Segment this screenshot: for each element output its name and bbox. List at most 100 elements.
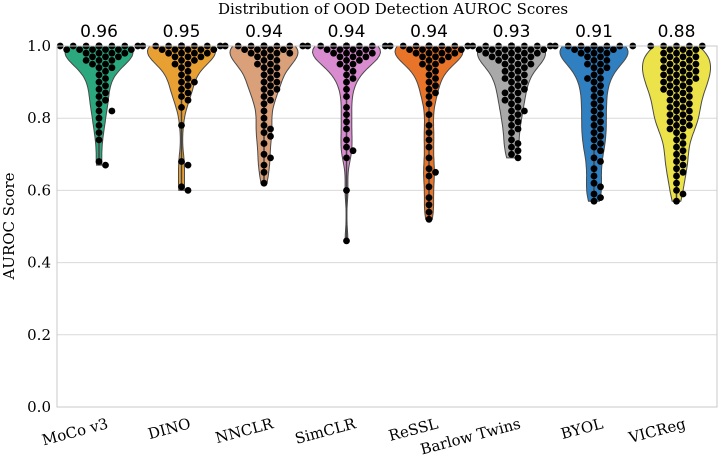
data-point (178, 85, 185, 93)
data-point (425, 172, 433, 180)
data-point (425, 165, 433, 173)
data-point (521, 49, 528, 57)
data-point (343, 143, 350, 151)
data-point (267, 96, 274, 104)
data-point (102, 82, 109, 90)
data-point (445, 46, 452, 53)
data-point (666, 125, 674, 133)
data-point (260, 114, 268, 122)
data-point (241, 46, 249, 53)
data-point (95, 107, 103, 115)
data-point (514, 53, 522, 61)
data-point (102, 46, 109, 53)
data-point (260, 93, 268, 100)
data-point (254, 53, 261, 61)
x-tick-label: VICReg (626, 414, 688, 447)
data-point (673, 197, 680, 205)
mean-labels: 0.96 0.95 0.94 0.94 0.94 0.93 0.91 0.88 (80, 22, 695, 42)
data-point (679, 53, 687, 61)
mean-label: 0.91 (575, 22, 613, 42)
data-point (673, 165, 680, 173)
y-ticks: 0.0 0.2 0.4 0.6 0.8 1.0 (27, 37, 51, 416)
data-point (679, 118, 687, 126)
data-point (508, 57, 515, 64)
data-point (197, 53, 205, 61)
data-point (597, 75, 604, 82)
data-point (597, 118, 604, 126)
data-point (184, 75, 192, 82)
data-point (590, 122, 598, 129)
data-point (590, 154, 598, 162)
data-point (184, 187, 192, 194)
data-point (475, 46, 483, 53)
data-point (590, 107, 598, 115)
data-point (95, 129, 103, 137)
mean-label: 0.94 (410, 22, 448, 42)
data-point (260, 78, 268, 86)
data-point (343, 104, 350, 111)
mean-label: 0.93 (493, 22, 531, 42)
data-point (267, 82, 274, 90)
data-point (425, 57, 433, 64)
data-point (673, 78, 680, 86)
data-point (184, 53, 192, 61)
data-point (425, 208, 433, 216)
data-point (343, 118, 350, 126)
data-point (356, 57, 363, 64)
data-point (273, 64, 281, 72)
data-point (330, 49, 337, 57)
data-point (432, 75, 439, 82)
data-point (158, 46, 166, 53)
data-point (260, 49, 268, 57)
data-point (686, 93, 693, 100)
data-point (425, 71, 433, 79)
data-point (692, 75, 700, 82)
data-point (590, 197, 598, 205)
data-point (508, 136, 515, 144)
data-point (679, 154, 687, 162)
data-point (343, 49, 350, 57)
data-point (666, 67, 674, 75)
data-point (514, 104, 522, 111)
data-point (336, 53, 344, 61)
data-point (501, 89, 509, 97)
data-point (102, 67, 109, 75)
data-point (425, 136, 433, 144)
data-point (673, 71, 680, 79)
data-point (603, 64, 611, 72)
mean-label: 0.96 (80, 22, 118, 42)
data-point (603, 49, 611, 57)
data-point (108, 107, 116, 115)
data-point (356, 49, 363, 57)
data-point (89, 60, 96, 68)
data-point (82, 57, 90, 64)
data-point (686, 122, 693, 129)
data-point (501, 53, 509, 61)
data-point (673, 64, 680, 72)
data-point (425, 194, 433, 202)
data-point (590, 129, 598, 137)
data-point (679, 168, 687, 176)
data-point (260, 150, 268, 158)
data-point (597, 82, 604, 90)
data-point (508, 122, 515, 129)
data-point (679, 147, 687, 155)
data-point (673, 85, 680, 93)
data-point (273, 57, 281, 64)
data-point (495, 49, 502, 57)
data-point (673, 143, 680, 151)
data-point (343, 136, 350, 144)
data-point (178, 93, 185, 100)
data-point (115, 46, 122, 53)
data-point (501, 96, 509, 104)
data-point (666, 82, 674, 90)
data-point (178, 71, 185, 79)
data-point (686, 107, 693, 115)
data-point (171, 53, 179, 61)
data-point (514, 46, 522, 53)
data-point (95, 93, 103, 100)
data-point (267, 60, 274, 68)
data-point (514, 60, 522, 68)
data-point (514, 118, 522, 126)
data-point (686, 49, 693, 57)
